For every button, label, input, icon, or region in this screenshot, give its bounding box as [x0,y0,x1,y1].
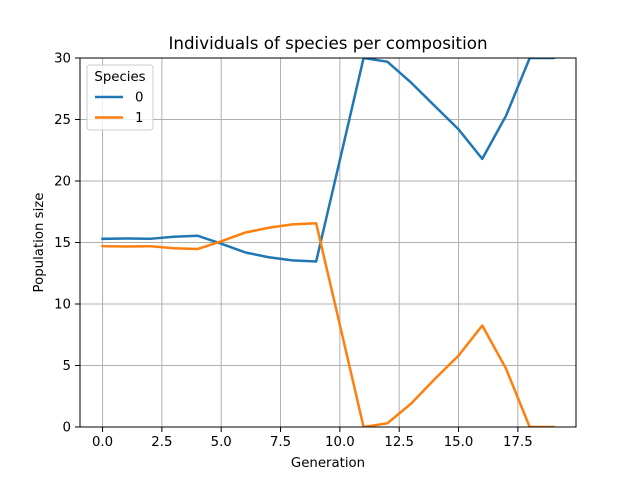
y-tick-label: 30 [54,52,71,67]
x-tick-label: 15.0 [444,435,474,450]
y-tick-label: 15 [54,236,71,251]
legend-title: Species [94,70,145,85]
x-tick-label: 10.0 [325,435,355,450]
series-line-1 [101,221,555,427]
x-tick-label: 17.5 [503,435,533,450]
x-tick-label: 7.5 [270,435,291,450]
x-tick-label: 2.5 [151,435,172,450]
legend-label-1: 1 [135,111,143,126]
series-line-0 [101,58,555,263]
legend-label-0: 0 [135,91,143,106]
series-lines [101,58,555,427]
x-tick-label: 0.0 [92,435,113,450]
y-tick-label: 20 [54,175,71,190]
y-tick-label: 5 [63,359,71,374]
x-tick-label: 5.0 [211,435,232,450]
legend: Species 0 1 [86,64,154,131]
x-axis-label: Generation [291,456,365,471]
y-tick-label: 10 [54,298,71,313]
chart-title: Individuals of species per composition [168,33,487,53]
x-axis-ticks: 0.0 2.5 5.0 7.5 10.0 12.5 15.0 17.5 [92,427,533,450]
y-axis-label: Population size [32,193,47,293]
y-tick-label: 0 [63,421,71,436]
y-axis-ticks: 0 5 10 15 20 25 30 [54,52,80,436]
y-tick-label: 25 [54,113,71,128]
x-tick-label: 12.5 [384,435,414,450]
